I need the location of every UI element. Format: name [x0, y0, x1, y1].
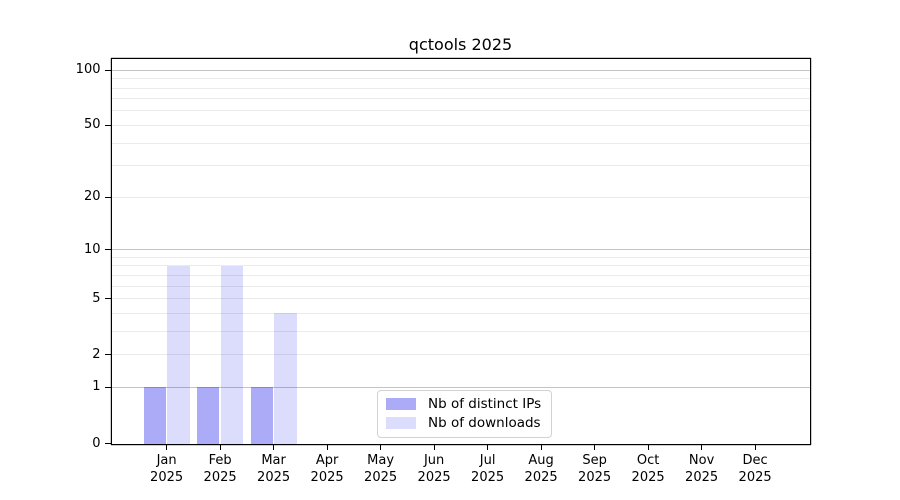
- x-axis-tick: [433, 443, 435, 450]
- y-axis-tick-label: 1: [92, 379, 101, 395]
- x-axis-tick-label: Dec 2025: [738, 452, 772, 485]
- x-axis-tick-label: Jun 2025: [417, 452, 451, 485]
- legend-label-downloads: Nb of downloads: [428, 415, 541, 431]
- minor-gridline: [111, 256, 810, 258]
- bar-downloads: [220, 265, 244, 444]
- x-axis-tick-label: Jul 2025: [471, 452, 505, 485]
- x-axis-tick-label: May 2025: [364, 452, 398, 485]
- y-axis-tick: [104, 354, 111, 356]
- x-axis-tick: [166, 443, 168, 450]
- minor-gridline: [111, 165, 810, 167]
- x-axis-tick-label: Nov 2025: [685, 452, 719, 485]
- y-axis-tick-label: 5: [92, 290, 101, 306]
- bar-distinct-ips: [250, 387, 273, 444]
- bar-downloads: [274, 313, 297, 444]
- x-axis-tick: [594, 443, 596, 450]
- minor-gridline: [111, 354, 810, 356]
- y-axis-tick-label: 2: [92, 346, 101, 362]
- x-axis-tick-label: Aug 2025: [524, 452, 558, 485]
- y-axis-tick: [104, 69, 111, 71]
- legend-swatch-downloads-icon: [386, 417, 416, 429]
- x-axis-tick: [380, 443, 382, 450]
- legend-item-distinct-ips: Nb of distinct IPs: [386, 396, 541, 412]
- y-axis-tick-label: 50: [83, 117, 101, 133]
- minor-gridline: [111, 298, 810, 300]
- x-axis-tick-label: Sep 2025: [578, 452, 612, 485]
- x-axis-tick-label: Feb 2025: [203, 452, 237, 485]
- bar-downloads: [167, 265, 190, 444]
- y-axis-tick: [104, 196, 111, 198]
- x-axis-tick: [326, 443, 328, 450]
- legend: Nb of distinct IPs Nb of downloads: [377, 390, 553, 438]
- x-axis-tick: [754, 443, 756, 450]
- minor-gridline: [111, 265, 810, 267]
- y-axis-tick-label: 10: [83, 241, 101, 257]
- minor-gridline: [111, 142, 810, 144]
- x-axis-tick: [540, 443, 542, 450]
- y-axis-tick-label: 100: [75, 62, 101, 78]
- legend-item-downloads: Nb of downloads: [386, 415, 541, 431]
- plot-area: [111, 59, 810, 444]
- major-gridline: [111, 69, 810, 71]
- x-axis-tick-label: Jan 2025: [150, 452, 184, 485]
- minor-gridline: [111, 87, 810, 89]
- major-gridline: [111, 248, 810, 251]
- minor-gridline: [111, 98, 810, 100]
- y-axis-tick: [104, 442, 111, 445]
- minor-gridline: [111, 196, 810, 198]
- x-axis-tick: [219, 443, 221, 450]
- legend-swatch-distinct-ips-icon: [386, 398, 416, 410]
- minor-gridline: [111, 78, 810, 80]
- y-axis-tick: [104, 248, 111, 251]
- chart-title: qctools 2025: [408, 35, 513, 54]
- legend-label-distinct-ips: Nb of distinct IPs: [428, 396, 542, 412]
- x-axis-tick: [701, 443, 703, 450]
- major-gridline: [111, 386, 810, 389]
- minor-gridline: [111, 274, 810, 276]
- bar-distinct-ips: [197, 387, 220, 444]
- y-axis-tick: [104, 386, 111, 389]
- minor-gridline: [111, 285, 810, 287]
- x-axis-tick: [273, 443, 275, 450]
- x-axis-tick-label: Mar 2025: [257, 452, 291, 485]
- x-axis-tick-label: Oct 2025: [631, 452, 665, 485]
- minor-gridline: [111, 330, 810, 332]
- y-axis-tick: [104, 297, 111, 300]
- minor-gridline: [111, 312, 810, 314]
- minor-gridline: [111, 110, 810, 112]
- x-axis-tick: [647, 443, 649, 450]
- minor-gridline: [111, 124, 810, 126]
- y-axis-tick-label: 0: [92, 435, 101, 451]
- x-axis-tick-label: Apr 2025: [310, 452, 344, 485]
- bar-distinct-ips: [143, 387, 166, 444]
- y-axis-tick-label: 20: [83, 189, 101, 205]
- x-axis-tick: [487, 443, 489, 450]
- y-axis-tick: [104, 124, 111, 127]
